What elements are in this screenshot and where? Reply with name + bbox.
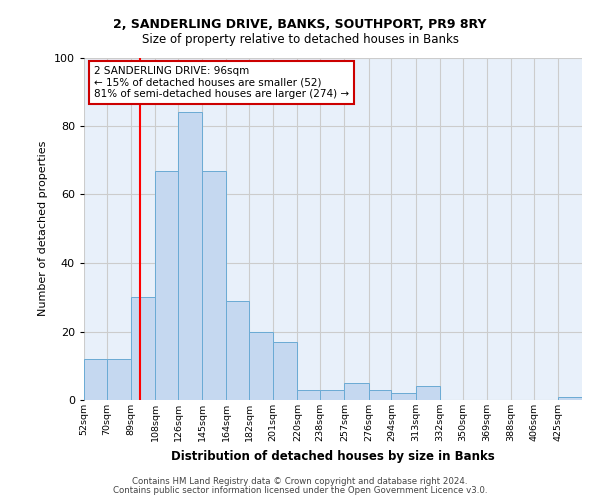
Bar [202,170,226,400]
Bar [273,342,298,400]
Bar [249,332,273,400]
Bar [84,359,107,400]
Bar [226,300,249,400]
Bar [178,112,202,400]
Bar [391,393,416,400]
Y-axis label: Number of detached properties: Number of detached properties [38,141,49,316]
Text: 2, SANDERLING DRIVE, BANKS, SOUTHPORT, PR9 8RY: 2, SANDERLING DRIVE, BANKS, SOUTHPORT, P… [113,18,487,30]
Bar [298,390,320,400]
Text: Contains HM Land Registry data © Crown copyright and database right 2024.: Contains HM Land Registry data © Crown c… [132,477,468,486]
Bar [155,170,178,400]
X-axis label: Distribution of detached houses by size in Banks: Distribution of detached houses by size … [171,450,495,462]
Bar [107,359,131,400]
Bar [131,297,155,400]
Text: Size of property relative to detached houses in Banks: Size of property relative to detached ho… [142,32,458,46]
Text: Contains public sector information licensed under the Open Government Licence v3: Contains public sector information licen… [113,486,487,495]
Bar [344,383,368,400]
Text: 2 SANDERLING DRIVE: 96sqm
← 15% of detached houses are smaller (52)
81% of semi-: 2 SANDERLING DRIVE: 96sqm ← 15% of detac… [94,66,349,100]
Bar [416,386,440,400]
Bar [368,390,391,400]
Bar [320,390,344,400]
Bar [558,396,582,400]
